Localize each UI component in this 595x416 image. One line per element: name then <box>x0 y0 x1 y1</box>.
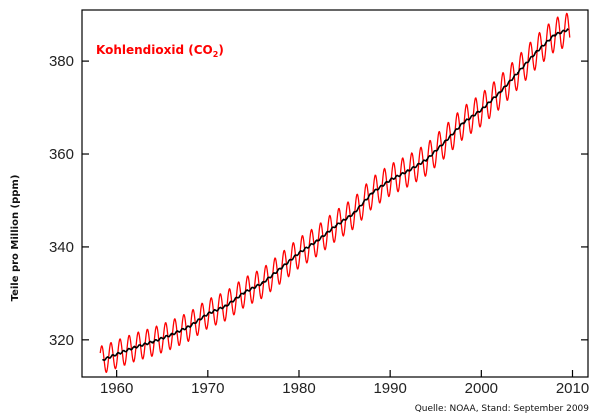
trend-point-8 <box>243 291 246 294</box>
trend-point-21 <box>480 109 483 111</box>
trend-point-5 <box>188 325 191 328</box>
series-label-subscript: 2 <box>213 50 219 59</box>
trend-point-1 <box>115 353 118 356</box>
series-label: Kohlendioxid (CO2) <box>96 43 224 59</box>
trend-point-23 <box>516 71 519 74</box>
x-tick-label-1960: 1960 <box>100 380 133 397</box>
trend-point-22 <box>498 91 501 94</box>
y-axis-title: Teile pro Million (ppm) <box>10 175 21 302</box>
trend-point-20 <box>462 122 464 124</box>
y-tick-label-360: 360 <box>49 146 74 163</box>
trend-point-10 <box>279 267 282 270</box>
trend-point-0 <box>102 359 104 361</box>
x-tick-label-1990: 1990 <box>373 380 406 397</box>
plot-frame <box>81 9 589 378</box>
x-tick-label-1980: 1980 <box>282 380 315 397</box>
series-trend-line <box>102 28 569 362</box>
trend-point-7 <box>225 305 227 307</box>
series-seasonal-line <box>99 12 571 373</box>
trend-point-19 <box>444 141 446 143</box>
x-tick-label-2000: 2000 <box>465 380 498 397</box>
trend-point-3 <box>152 340 154 343</box>
trend-point-24 <box>535 51 537 54</box>
x-axis: 1960 1970 1980 1990 2000 2010 <box>100 370 589 397</box>
y-axis: 320 340 360 380 <box>49 53 588 349</box>
x-tick-label-2010: 2010 <box>556 380 589 397</box>
trend-point-26 <box>567 28 569 31</box>
trend-point-9 <box>261 282 264 284</box>
series-label-close: ) <box>218 43 223 57</box>
series-label-text: Kohlendioxid (CO <box>96 43 213 57</box>
trend-point-6 <box>207 313 209 315</box>
plot-border <box>81 9 589 378</box>
y-tick-label-320: 320 <box>49 332 74 349</box>
trend-point-16 <box>389 179 391 181</box>
trend-point-11 <box>298 252 300 254</box>
y-tick-label-340: 340 <box>49 239 74 256</box>
trend-point-12 <box>316 240 319 242</box>
source-note: Quelle: NOAA, Stand: September 2009 <box>415 404 590 414</box>
series-layer <box>99 12 571 373</box>
trend-point-2 <box>134 346 136 349</box>
x-tick-label-1970: 1970 <box>191 380 224 397</box>
trend-point-14 <box>352 212 355 215</box>
trend-point-17 <box>407 169 410 172</box>
trend-point-15 <box>371 192 373 194</box>
trend-point-25 <box>553 34 556 36</box>
y-tick-label-380: 380 <box>49 53 74 70</box>
trend-point-4 <box>170 333 173 336</box>
trend-point-13 <box>334 225 337 227</box>
trend-point-18 <box>425 158 428 161</box>
